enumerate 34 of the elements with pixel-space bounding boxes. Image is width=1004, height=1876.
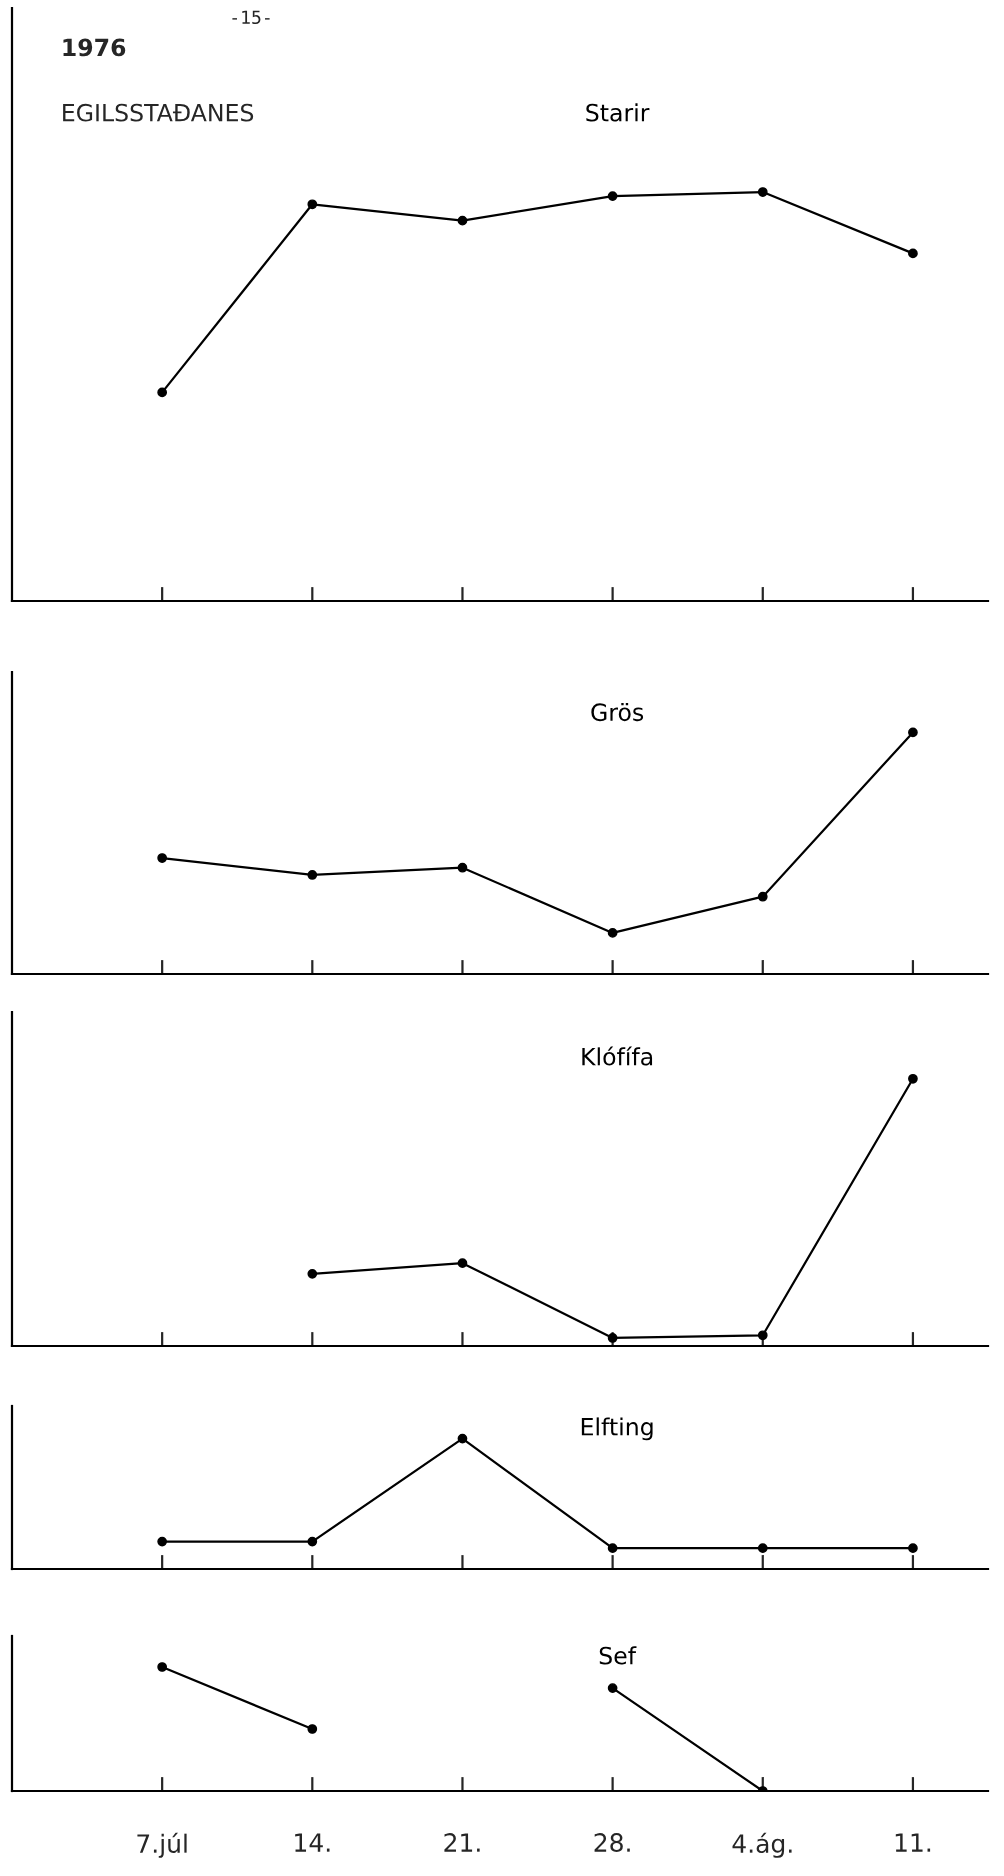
point (757, 1330, 768, 1341)
point (307, 1268, 318, 1279)
point (908, 248, 918, 259)
chart-subtitle: EGILSSTAÐANES (63, 103, 254, 122)
point (607, 1683, 618, 1693)
series-label: Sef (599, 1646, 637, 1665)
text: Klófífa (582, 1046, 653, 1066)
point (157, 853, 168, 863)
x-tick-label: 21. (444, 1833, 480, 1852)
point (607, 928, 618, 938)
point (757, 891, 768, 902)
text: -15- (232, 10, 270, 25)
text: Starir (586, 103, 650, 122)
point (457, 1258, 468, 1269)
point (908, 1073, 918, 1084)
x-tick-label: 7.júl (137, 1832, 187, 1858)
point (307, 1724, 318, 1734)
point (307, 870, 318, 880)
point (157, 1662, 168, 1672)
point (457, 862, 468, 873)
point (157, 387, 168, 398)
x-tick-label: 4.ág. (732, 1832, 792, 1858)
point (908, 727, 918, 738)
x-tick-label: 14. (295, 1833, 330, 1852)
point (757, 187, 768, 197)
point (457, 215, 468, 226)
point (607, 1333, 618, 1343)
chart-title: 1976 (63, 38, 126, 57)
x-tick-label: 28. (594, 1833, 630, 1853)
text: Elfting (581, 1417, 653, 1441)
point (607, 191, 618, 201)
point (307, 199, 318, 210)
text: Grös (591, 702, 644, 722)
x-tick-label: 11. (895, 1833, 931, 1852)
